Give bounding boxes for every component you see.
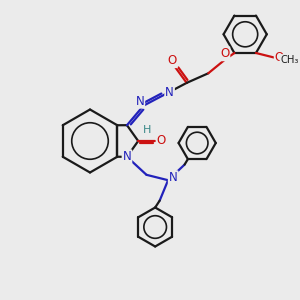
Text: O: O bbox=[275, 51, 284, 64]
Text: N: N bbox=[169, 171, 178, 184]
Text: N: N bbox=[165, 86, 174, 99]
Text: O: O bbox=[220, 47, 230, 60]
Text: O: O bbox=[168, 54, 177, 67]
Text: H: H bbox=[142, 124, 151, 135]
Text: N: N bbox=[123, 150, 131, 163]
Text: CH₃: CH₃ bbox=[280, 55, 299, 65]
Text: O: O bbox=[157, 134, 166, 148]
Text: N: N bbox=[136, 95, 144, 108]
